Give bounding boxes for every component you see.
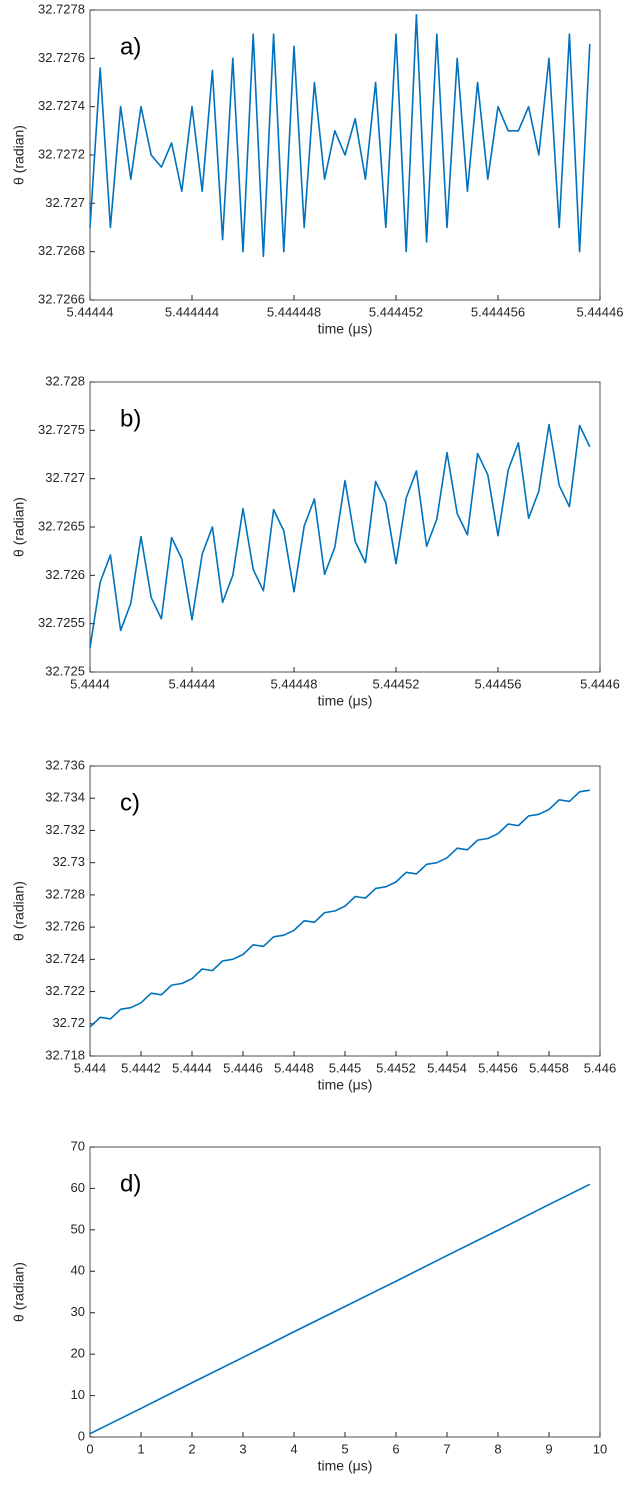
- x-tick-label: 5.4456: [478, 1060, 518, 1075]
- y-tick-label: 32.734: [45, 790, 85, 805]
- y-tick-label: 32.724: [45, 951, 85, 966]
- y-tick-label: 32.7265: [38, 518, 85, 533]
- y-tick-label: 32.7272: [38, 146, 85, 161]
- x-tick-label: 5.4458: [529, 1060, 569, 1075]
- y-tick-label: 0: [78, 1428, 85, 1443]
- x-tick-label: 5.44452: [373, 676, 420, 691]
- x-axis-label: time (μs): [318, 321, 373, 337]
- x-tick-label: 5.44446: [577, 304, 624, 319]
- x-tick-label: 5.4444: [172, 1060, 212, 1075]
- y-tick-label: 32.72: [52, 1015, 85, 1030]
- x-tick-label: 7: [443, 1441, 450, 1456]
- data-line: [89, 789, 590, 1028]
- x-tick-label: 5.44448: [271, 676, 318, 691]
- y-tick-label: 10: [71, 1387, 85, 1402]
- x-axis-label: time (μs): [318, 1077, 373, 1093]
- data-line: [89, 423, 591, 648]
- plot-area: [89, 1146, 601, 1438]
- x-tick-label: 5.4452: [376, 1060, 416, 1075]
- y-tick-label: 70: [71, 1138, 85, 1153]
- plot-area: [89, 765, 601, 1057]
- y-tick-label: 50: [71, 1221, 85, 1236]
- x-tick-label: 5.44456: [475, 676, 522, 691]
- y-tick-label: 32.7276: [38, 50, 85, 65]
- y-tick-label: 30: [71, 1304, 85, 1319]
- y-tick-label: 32.726: [45, 567, 85, 582]
- x-tick-label: 6: [392, 1441, 399, 1456]
- panel-label: a): [120, 33, 141, 60]
- y-tick-label: 32.728: [45, 886, 85, 901]
- x-tick-label: 5.444452: [369, 304, 423, 319]
- y-tick-label: 32.7255: [38, 615, 85, 630]
- y-axis-label: θ (radian): [11, 881, 27, 941]
- x-tick-label: 5.445: [329, 1060, 362, 1075]
- y-tick-label: 32.727: [45, 470, 85, 485]
- data-line: [89, 1183, 591, 1435]
- y-tick-label: 40: [71, 1263, 85, 1278]
- x-tick-label: 5.444448: [267, 304, 321, 319]
- y-tick-label: 32.728: [45, 373, 85, 388]
- panel-label: b): [120, 405, 141, 432]
- plot-area: [89, 381, 601, 673]
- x-tick-label: 0: [86, 1441, 93, 1456]
- y-tick-label: 32.73: [52, 854, 85, 869]
- x-tick-label: 5.444444: [165, 304, 219, 319]
- y-axis-label: θ (radian): [11, 1262, 27, 1322]
- x-tick-label: 5.4448: [274, 1060, 314, 1075]
- x-tick-label: 5.446: [584, 1060, 617, 1075]
- x-tick-label: 8: [494, 1441, 501, 1456]
- panel-label: d): [120, 1170, 141, 1197]
- y-tick-label: 32.722: [45, 983, 85, 998]
- x-axis-label: time (μs): [318, 693, 373, 709]
- x-tick-label: 5.4442: [121, 1060, 161, 1075]
- x-tick-label: 5.4444: [70, 676, 110, 691]
- x-tick-label: 5.4454: [427, 1060, 467, 1075]
- x-tick-label: 5.44444: [169, 676, 216, 691]
- data-line: [89, 14, 591, 258]
- x-tick-label: 2: [188, 1441, 195, 1456]
- y-tick-label: 60: [71, 1180, 85, 1195]
- y-tick-label: 32.726: [45, 919, 85, 934]
- y-axis-label: θ (radian): [11, 497, 27, 557]
- x-tick-label: 5.44444: [67, 304, 114, 319]
- x-axis-label: time (μs): [318, 1458, 373, 1474]
- y-tick-label: 32.7275: [38, 422, 85, 437]
- x-tick-label: 1: [137, 1441, 144, 1456]
- y-tick-label: 32.7278: [38, 1, 85, 16]
- y-axis-label: θ (radian): [11, 125, 27, 185]
- x-tick-label: 5.444: [74, 1060, 107, 1075]
- y-tick-label: 32.7266: [38, 291, 85, 306]
- y-tick-label: 32.7268: [38, 243, 85, 258]
- y-tick-label: 32.727: [45, 195, 85, 210]
- x-tick-label: 3: [239, 1441, 246, 1456]
- y-tick-label: 32.736: [45, 757, 85, 772]
- panel-label: c): [120, 789, 140, 816]
- y-tick-label: 20: [71, 1346, 85, 1361]
- x-tick-label: 9: [545, 1441, 552, 1456]
- x-tick-label: 5.444456: [471, 304, 525, 319]
- x-tick-label: 4: [290, 1441, 297, 1456]
- y-tick-label: 32.718: [45, 1047, 85, 1062]
- x-tick-label: 10: [593, 1441, 607, 1456]
- x-tick-label: 5.4446: [580, 676, 620, 691]
- y-tick-label: 32.732: [45, 822, 85, 837]
- x-tick-label: 5: [341, 1441, 348, 1456]
- y-tick-label: 32.725: [45, 663, 85, 678]
- x-tick-label: 5.4446: [223, 1060, 263, 1075]
- y-tick-label: 32.7274: [38, 98, 85, 113]
